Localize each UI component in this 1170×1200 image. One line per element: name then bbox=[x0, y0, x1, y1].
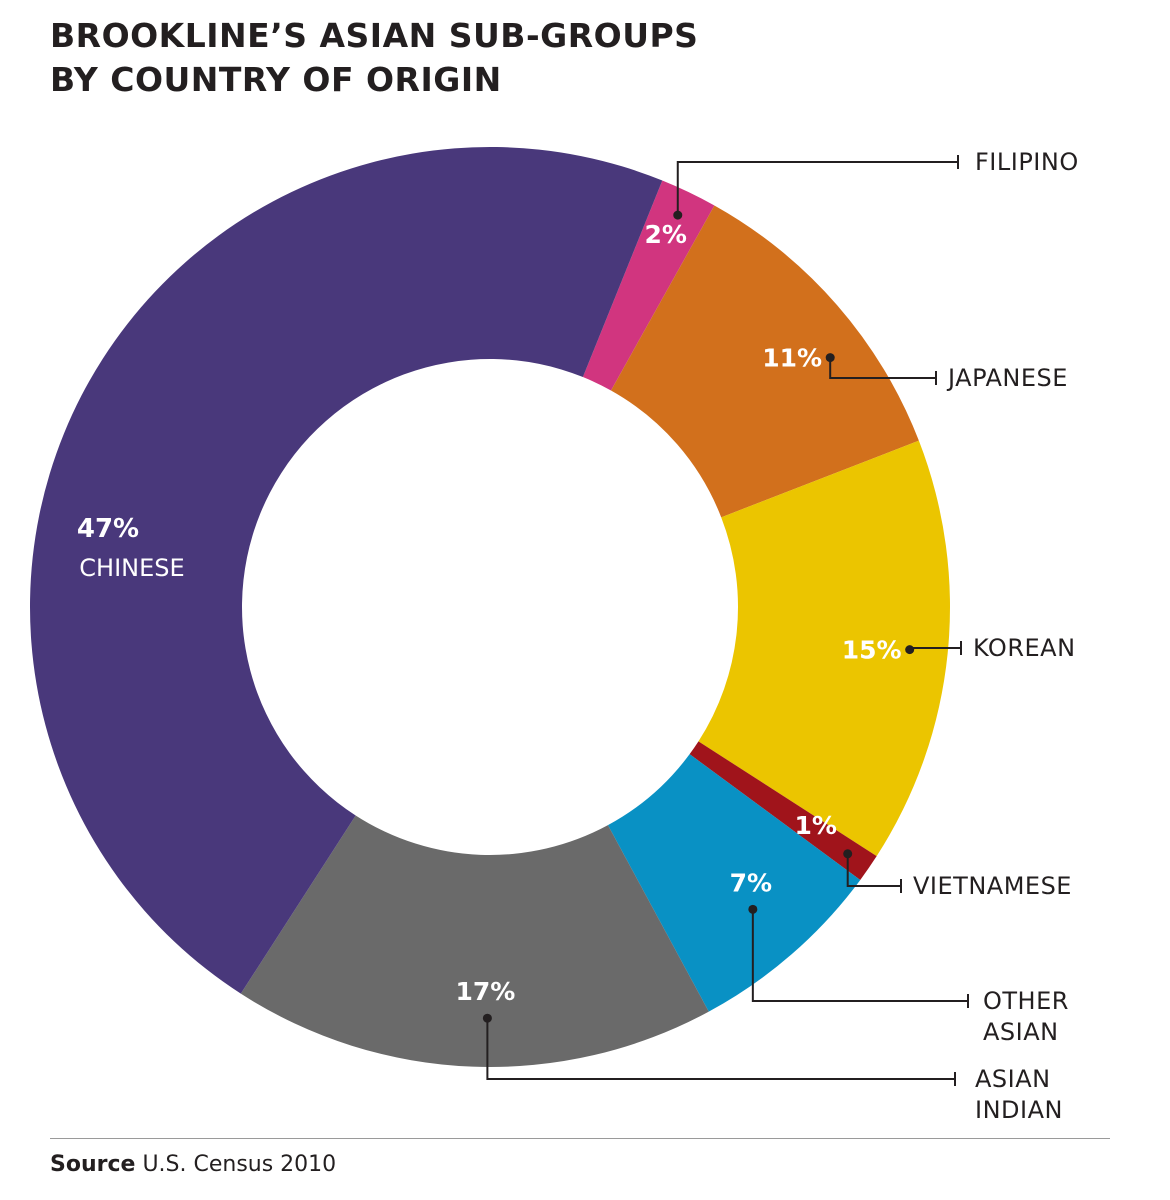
value-labels: 2% 11% 15% 1% 7% 17% 47% bbox=[77, 220, 902, 1006]
leader-dot-japanese bbox=[825, 353, 835, 363]
slice-chinese bbox=[30, 147, 663, 994]
category-label-filipino: FILIPINO bbox=[975, 148, 1079, 176]
category-label-korean: KOREAN bbox=[973, 634, 1076, 662]
value-label-filipino: 2% bbox=[645, 220, 687, 249]
leader-dot-korean bbox=[905, 645, 915, 655]
slice-japanese bbox=[610, 205, 919, 518]
chart-title: BROOKLINE’S ASIAN SUB-GROUPS BY COUNTRY … bbox=[50, 14, 698, 102]
chart-title-line-1: BROOKLINE’S ASIAN SUB-GROUPS bbox=[50, 16, 699, 55]
source-text: U.S. Census 2010 bbox=[142, 1152, 337, 1177]
value-label-asian-indian: 17% bbox=[455, 977, 515, 1006]
leader-line-other-asian bbox=[751, 909, 968, 1002]
leader-dot-other-asian bbox=[748, 904, 758, 914]
donut-slices bbox=[30, 147, 950, 1067]
value-label-korean: 15% bbox=[842, 636, 902, 665]
category-label-chinese: CHINESE bbox=[79, 554, 184, 582]
value-label-chinese: 47% bbox=[77, 514, 139, 544]
value-label-vietnamese: 1% bbox=[794, 811, 836, 840]
leader-line-filipino bbox=[676, 161, 958, 216]
leader-line-asian-indian bbox=[486, 1018, 955, 1080]
leader-line-japanese bbox=[829, 357, 936, 379]
category-label-asian-indian: ASIAN INDIAN bbox=[975, 1065, 1063, 1124]
leader-lines bbox=[482, 155, 969, 1086]
leader-dot-filipino bbox=[673, 210, 683, 220]
category-label-other-asian: OTHER ASIAN bbox=[983, 987, 1069, 1046]
leader-dot-vietnamese bbox=[843, 849, 853, 859]
leader-dot-asian-indian bbox=[482, 1013, 492, 1023]
slice-filipino bbox=[582, 180, 715, 391]
value-label-other-asian: 7% bbox=[730, 868, 772, 897]
leader-line-vietnamese bbox=[846, 853, 901, 887]
source-divider bbox=[50, 1138, 1110, 1139]
category-label-japanese: JAPANESE bbox=[946, 364, 1068, 392]
slice-other-asian bbox=[607, 754, 861, 1012]
chart-title-line-2: BY COUNTRY OF ORIGIN bbox=[50, 60, 502, 99]
category-label-vietnamese: VIETNAMESE bbox=[913, 872, 1072, 900]
source-note: Source U.S. Census 2010 bbox=[50, 1152, 336, 1177]
category-labels: FILIPINO JAPANESE KOREAN VIETNAMESE OTHER ASI… bbox=[79, 148, 1078, 1124]
slice-asian-indian bbox=[240, 815, 709, 1067]
slice-vietnamese bbox=[689, 741, 877, 880]
source-label: Source bbox=[50, 1152, 136, 1177]
value-label-japanese: 11% bbox=[762, 344, 822, 373]
slice-korean bbox=[698, 440, 950, 857]
